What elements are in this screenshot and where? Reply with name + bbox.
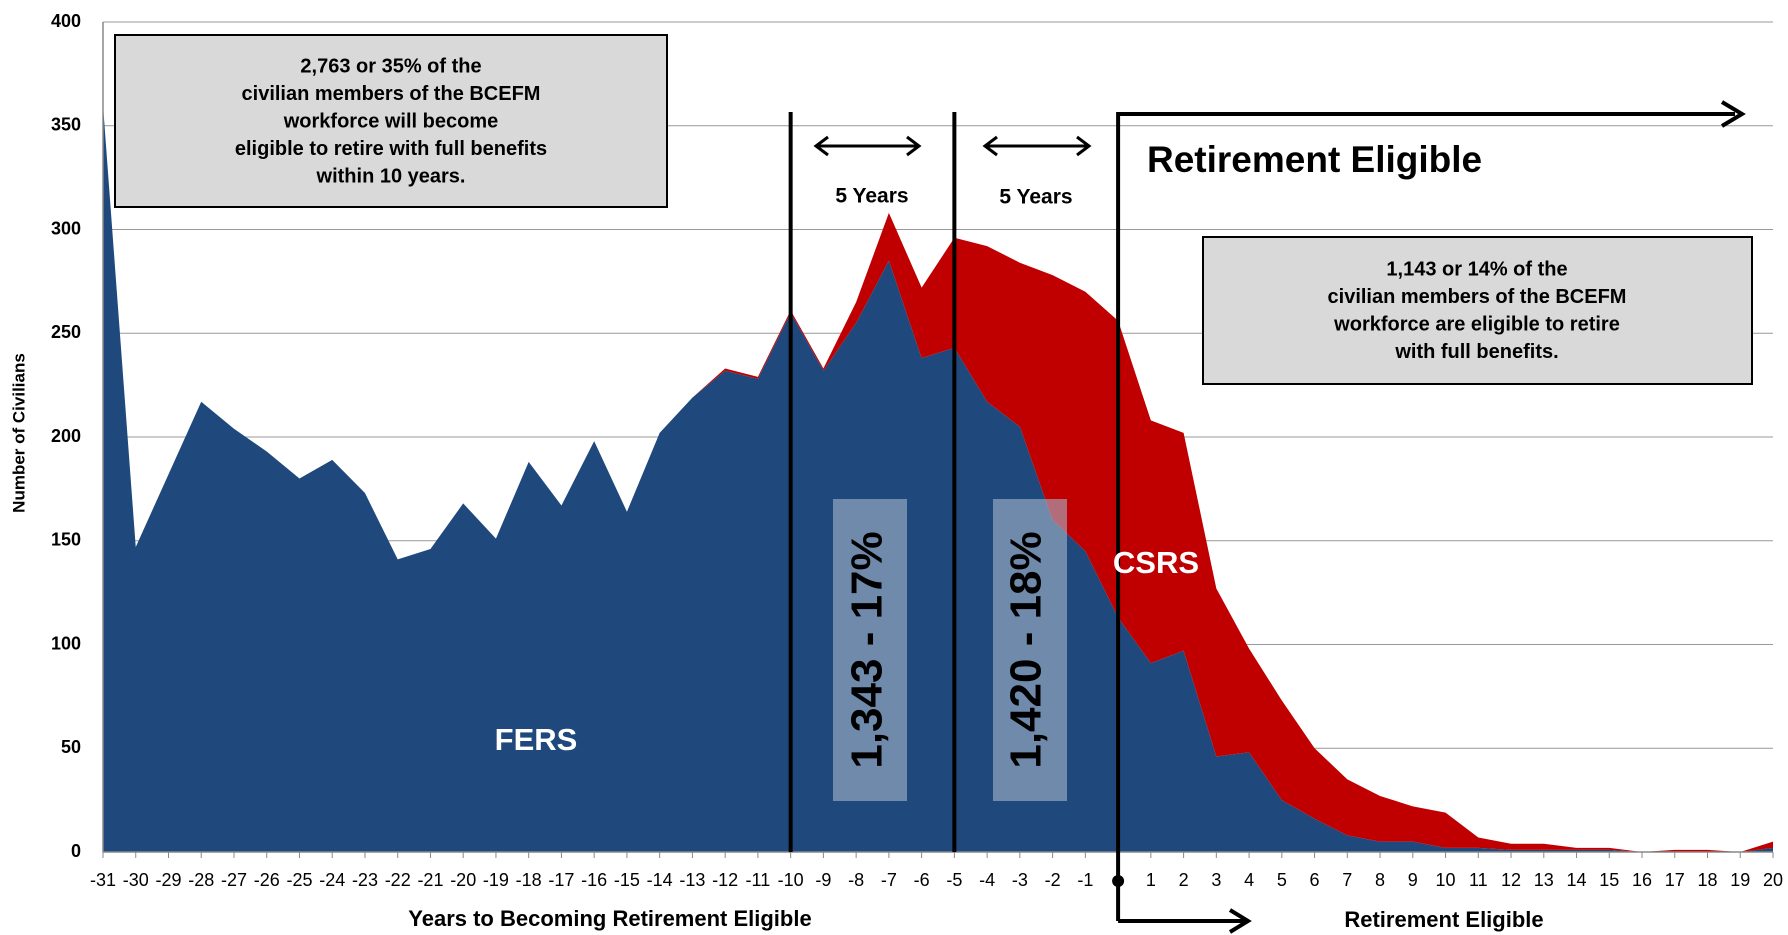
note-line: 1,143 or 14% of the xyxy=(1386,258,1567,280)
note-line: civilian members of the BCEFM xyxy=(1328,286,1627,308)
y-tick-label: 350 xyxy=(51,115,81,135)
x-tick-label: -5 xyxy=(946,870,962,890)
x-tick-label: 1 xyxy=(1146,870,1156,890)
x-tick-label: 20 xyxy=(1763,870,1783,890)
x-tick-label: -30 xyxy=(123,870,149,890)
note-line: within 10 years. xyxy=(316,165,466,187)
note-box xyxy=(114,34,668,208)
note-line: civilian members of the BCEFM xyxy=(242,83,541,105)
area-fers xyxy=(103,105,1773,852)
x-tick-label: -21 xyxy=(417,870,443,890)
band-box xyxy=(993,499,1067,801)
series-label: FERS xyxy=(495,722,578,757)
note-box xyxy=(1202,236,1753,385)
x-tick-label: -20 xyxy=(450,870,476,890)
x-tick-label: 3 xyxy=(1211,870,1221,890)
y-tick-label: 0 xyxy=(71,841,81,861)
x-tick-label: 12 xyxy=(1501,870,1521,890)
x-tick-label: -18 xyxy=(516,870,542,890)
x-tick-label: -12 xyxy=(712,870,738,890)
span-label: 5 Years xyxy=(999,186,1072,209)
x-tick-label: 4 xyxy=(1244,870,1254,890)
x-tick-label: -8 xyxy=(848,870,864,890)
band-label: 1,343 - 17% xyxy=(843,531,892,768)
x-tick-label: 10 xyxy=(1436,870,1456,890)
x-tick-label: -28 xyxy=(188,870,214,890)
note-line: 2,763 or 35% of the xyxy=(300,55,481,77)
x-tick-label: 16 xyxy=(1632,870,1652,890)
x-tick-label: -9 xyxy=(815,870,831,890)
x-tick-label: 13 xyxy=(1534,870,1554,890)
x-tick-label: -2 xyxy=(1045,870,1061,890)
x-tick-label: -1 xyxy=(1077,870,1093,890)
note-line: workforce will become xyxy=(283,110,499,132)
x-tick-label: -29 xyxy=(155,870,181,890)
x-tick-label: -26 xyxy=(254,870,280,890)
x-tick-label: 14 xyxy=(1567,870,1587,890)
band-label: 1,420 - 18% xyxy=(1002,531,1051,768)
x-tick-label: 18 xyxy=(1697,870,1717,890)
x-tick-label: -22 xyxy=(385,870,411,890)
note-line: workforce are eligible to retire xyxy=(1333,313,1620,335)
y-axis-label: Number of Civilians xyxy=(9,353,28,513)
y-tick-label: 150 xyxy=(51,530,81,550)
x-tick-label: 17 xyxy=(1665,870,1685,890)
x-tick-label: 2 xyxy=(1179,870,1189,890)
y-tick-label: 250 xyxy=(51,322,81,342)
x-tick-label: -3 xyxy=(1012,870,1028,890)
x-tick-label: 9 xyxy=(1408,870,1418,890)
x-tick-label: -10 xyxy=(778,870,804,890)
x-tick-label: -31 xyxy=(90,870,116,890)
span-arrow xyxy=(982,135,1092,157)
x-tick-label: -16 xyxy=(581,870,607,890)
span-label: 5 Years xyxy=(835,185,908,208)
y-tick-label: 400 xyxy=(51,11,81,31)
x-tick-label: -17 xyxy=(548,870,574,890)
x-tick-label: -15 xyxy=(614,870,640,890)
note-line: eligible to retire with full benefits xyxy=(235,138,547,160)
series-label: CSRS xyxy=(1113,545,1199,580)
y-tick-label: 200 xyxy=(51,426,81,446)
x-axis-label-right: Retirement Eligible xyxy=(1344,907,1543,932)
x-tick-label: 15 xyxy=(1599,870,1619,890)
x-axis-label: Years to Becoming Retirement Eligible xyxy=(408,906,811,931)
x-tick-label: 8 xyxy=(1375,870,1385,890)
note-line: with full benefits. xyxy=(1394,341,1558,363)
y-tick-label: 300 xyxy=(51,218,81,238)
x-tick-label: -19 xyxy=(483,870,509,890)
x-tick-label: -27 xyxy=(221,870,247,890)
arrowhead xyxy=(1720,100,1746,128)
band-box xyxy=(833,499,907,801)
x-tick-label: -24 xyxy=(319,870,345,890)
x-tick-label: 6 xyxy=(1310,870,1320,890)
x-tick-label: 7 xyxy=(1342,870,1352,890)
y-tick-label: 100 xyxy=(51,633,81,653)
bottom-arrow xyxy=(1118,908,1252,934)
x-tick-label: -14 xyxy=(647,870,673,890)
eligible-label: Retirement Eligible xyxy=(1147,139,1482,180)
x-tick-label: -13 xyxy=(679,870,705,890)
x-tick-label: 11 xyxy=(1469,870,1488,890)
y-tick-label: 50 xyxy=(61,737,81,757)
span-arrow xyxy=(813,135,922,157)
x-tick-label: -4 xyxy=(979,870,995,890)
x-tick-label: -25 xyxy=(286,870,312,890)
x-tick-label: -23 xyxy=(352,870,378,890)
x-tick-label: -11 xyxy=(746,870,771,890)
x-tick-label: 19 xyxy=(1730,870,1750,890)
x-tick-label: -7 xyxy=(881,870,897,890)
x-tick-label: 5 xyxy=(1277,870,1287,890)
x-tick-label: -6 xyxy=(914,870,930,890)
eligible-bracket xyxy=(1116,112,1735,921)
